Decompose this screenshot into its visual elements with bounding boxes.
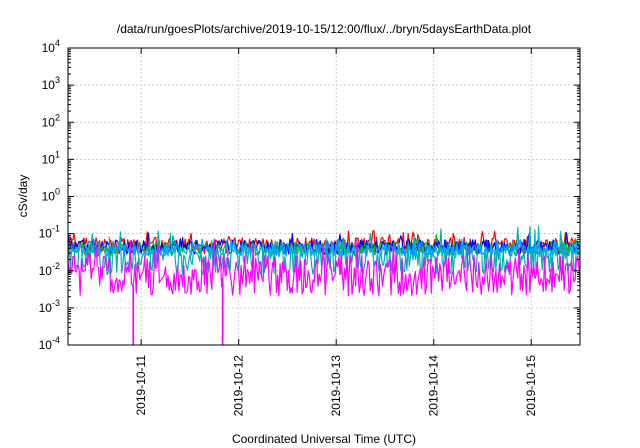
y-tick-label: 101	[42, 149, 60, 166]
x-tick-label: 2019-10-15	[524, 355, 538, 417]
x-axis: 2019-10-11 2019-10-12 2019-10-13 2019-10-14…	[134, 48, 538, 416]
y-tick-base: 10	[42, 78, 56, 92]
x-tick-label: 2019-10-14	[427, 355, 441, 417]
y-tick-base: 10	[39, 227, 53, 241]
y-tick-exponent: 3	[55, 75, 60, 85]
y-tick-exponent: -4	[52, 335, 60, 345]
y-tick-base: 10	[42, 41, 56, 55]
x-tick-label: 2019-10-12	[232, 355, 246, 417]
y-tick-base: 10	[42, 152, 56, 166]
y-tick-label: 102	[42, 112, 60, 129]
y-tick-base: 10	[39, 264, 53, 278]
series-layer	[68, 225, 580, 345]
y-tick-exponent: -3	[52, 298, 60, 308]
y-tick-label: 100	[42, 187, 60, 204]
y-tick-exponent: 0	[55, 187, 60, 197]
y-tick-exponent: 4	[55, 38, 60, 48]
x-tick-label: 2019-10-11	[134, 355, 148, 416]
y-tick-exponent: -1	[52, 224, 60, 234]
y-tick-label: 10-2	[39, 261, 60, 278]
y-tick-label: 104	[42, 38, 60, 55]
y-tick-label: 10-3	[39, 298, 60, 315]
y-tick-base: 10	[42, 190, 56, 204]
y-tick-base: 10	[42, 115, 56, 129]
y-tick-exponent: 2	[55, 112, 60, 122]
series-line-6	[68, 238, 580, 345]
y-tick-base: 10	[39, 338, 53, 352]
x-axis-label: Coordinated Universal Time (UTC)	[232, 432, 416, 446]
chart-title: /data/run/goesPlots/archive/2019-10-15/1…	[117, 22, 532, 36]
y-axis-label: cSv/day	[16, 175, 30, 218]
y-tick-base: 10	[39, 301, 53, 315]
y-tick-label: 103	[42, 75, 60, 92]
x-tick-label: 2019-10-13	[329, 355, 343, 417]
y-tick-label: 10-4	[39, 335, 60, 352]
y-tick-exponent: 1	[55, 149, 60, 159]
grid	[68, 48, 580, 345]
y-tick-exponent: -2	[52, 261, 60, 271]
series-line-1	[68, 230, 580, 255]
y-tick-label: 10-1	[39, 224, 60, 241]
